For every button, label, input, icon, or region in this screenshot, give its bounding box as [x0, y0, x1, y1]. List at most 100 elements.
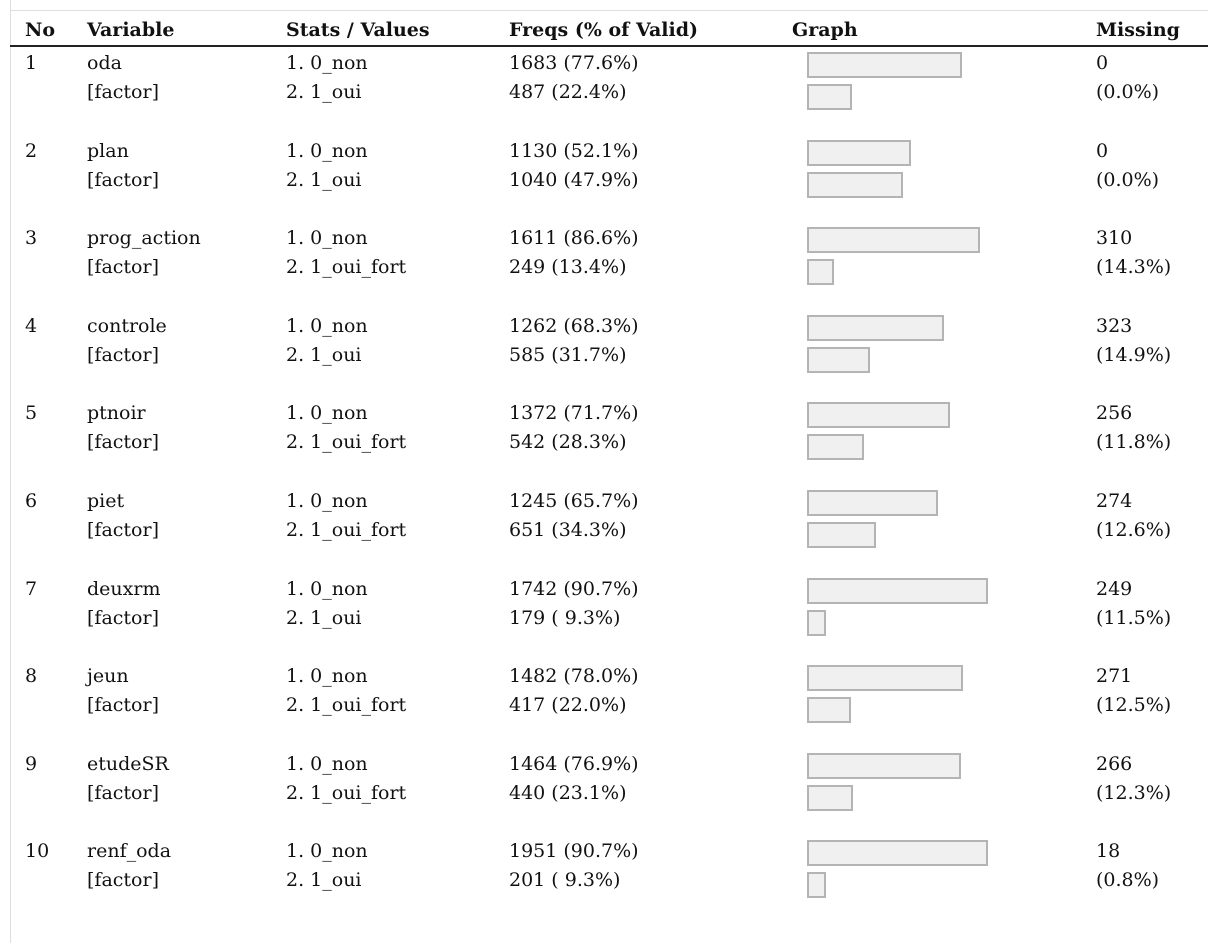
value-label: 1. 0_non	[286, 840, 368, 863]
freq-bar-graph	[807, 662, 997, 732]
table-row: 9 etudeSR [factor] 1. 0_non 2. 1_oui_fort 146…	[0, 750, 1208, 838]
missing-percent: (12.5%)	[1096, 694, 1172, 717]
freq-bar	[807, 84, 852, 110]
value-label: 2. 1_oui	[286, 606, 362, 629]
missing-cell: 274 (12.6%)	[1096, 487, 1171, 545]
table-row: 3 prog_action [factor] 1. 0_non 2. 1_oui_for…	[0, 224, 1208, 312]
table-row: 1 oda [factor] 1. 0_non 2. 1_oui 1683 (77.6%)…	[0, 49, 1208, 137]
row-number: 6	[25, 490, 38, 512]
row-number: 4	[25, 314, 38, 337]
missing-cell: 18 (0.8%)	[1096, 837, 1159, 895]
variable-type: [factor]	[87, 694, 159, 717]
freq-value: 1951 (90.7%)	[509, 840, 639, 863]
missing-cell: 323 (14.9%)	[1096, 312, 1171, 370]
value-label: 2. 1_oui	[286, 81, 362, 103]
table-row: 6 piet [factor] 1. 0_non 2. 1_oui_fort 1245 (…	[0, 487, 1208, 575]
variable-type: [factor]	[87, 606, 159, 629]
table-top-border	[10, 10, 1208, 11]
freqs-cell: 1951 (90.7%) 201 ( 9.3%)	[509, 837, 639, 895]
variable-name: jeun	[87, 665, 129, 688]
freq-bar	[807, 402, 950, 429]
value-label: 1. 0_non	[286, 52, 368, 74]
stats-values-cell: 1. 0_non 2. 1_oui	[286, 575, 368, 633]
freq-value: 1683 (77.6%)	[509, 52, 639, 74]
table-row: 2 plan [factor] 1. 0_non 2. 1_oui 1130 (52.1%…	[0, 137, 1208, 225]
freq-bar-graph	[807, 575, 997, 645]
freq-value: 179 ( 9.3%)	[509, 606, 621, 629]
missing-cell: 256 (11.8%)	[1096, 399, 1171, 457]
freq-value: 1040 (47.9%)	[509, 168, 639, 191]
freq-value: 249 (13.4%)	[509, 256, 627, 279]
freq-bar-graph	[807, 49, 997, 119]
freq-value: 542 (28.3%)	[509, 431, 627, 454]
freq-bar	[807, 872, 826, 899]
value-label: 2. 1_oui	[286, 343, 362, 366]
value-label: 1. 0_non	[286, 139, 368, 162]
stats-values-cell: 1. 0_non 2. 1_oui	[286, 49, 368, 107]
row-number: 10	[25, 840, 50, 863]
variable-type: [factor]	[87, 256, 159, 279]
stats-values-cell: 1. 0_non 2. 1_oui_fort	[286, 399, 406, 457]
missing-count: 271	[1096, 665, 1133, 688]
missing-percent: (14.9%)	[1096, 343, 1172, 366]
header-rule	[10, 45, 1208, 47]
freq-bar-graph	[807, 137, 997, 207]
value-label: 2. 1_oui_fort	[286, 431, 407, 454]
freqs-cell: 1683 (77.6%) 487 (22.4%)	[509, 49, 639, 107]
missing-cell: 0 (0.0%)	[1096, 49, 1159, 107]
variable-name: etudeSR	[87, 752, 169, 775]
freq-bar	[807, 314, 944, 341]
missing-count: 0	[1096, 139, 1109, 162]
variable-type: [factor]	[87, 781, 159, 804]
value-label: 1. 0_non	[286, 227, 368, 250]
variable-type: [factor]	[87, 431, 159, 454]
header-no: No	[25, 19, 56, 41]
freqs-cell: 1262 (68.3%) 585 (31.7%)	[509, 312, 639, 370]
missing-count: 249	[1096, 577, 1133, 600]
freq-value: 585 (31.7%)	[509, 343, 627, 366]
value-label: 2. 1_oui_fort	[286, 256, 407, 279]
variable-cell: jeun [factor]	[87, 662, 159, 720]
freq-value: 1130 (52.1%)	[509, 139, 639, 162]
missing-cell: 271 (12.5%)	[1096, 662, 1171, 720]
freq-value: 1464 (76.9%)	[509, 752, 639, 775]
header-graph: Graph	[792, 19, 858, 41]
variable-name: ptnoir	[87, 402, 146, 425]
freq-bar	[807, 227, 980, 254]
missing-count: 323	[1096, 314, 1133, 337]
freq-bar	[807, 697, 851, 724]
stats-values-cell: 1. 0_non 2. 1_oui	[286, 137, 368, 195]
freq-value: 1611 (86.6%)	[509, 227, 639, 250]
stats-values-cell: 1. 0_non 2. 1_oui	[286, 837, 368, 895]
freq-bar-graph	[807, 750, 997, 820]
freq-bar-graph	[807, 487, 997, 557]
summary-table-frame	[10, 0, 1208, 943]
missing-percent: (12.3%)	[1096, 781, 1172, 804]
header-stats-values: Stats / Values	[286, 19, 430, 41]
missing-count: 0	[1096, 52, 1109, 74]
freq-bar	[807, 840, 988, 867]
variable-name: piet	[87, 490, 125, 512]
freq-bar	[807, 52, 962, 78]
table-row: 5 ptnoir [factor] 1. 0_non 2. 1_oui_fort 1372…	[0, 399, 1208, 487]
freq-value: 1482 (78.0%)	[509, 665, 639, 688]
freqs-cell: 1482 (78.0%) 417 (22.0%)	[509, 662, 639, 720]
freqs-cell: 1245 (65.7%) 651 (34.3%)	[509, 487, 639, 545]
freq-bar	[807, 490, 938, 516]
freq-bar	[807, 609, 826, 636]
freqs-cell: 1742 (90.7%) 179 ( 9.3%)	[509, 575, 639, 633]
table-row: 4 controle [factor] 1. 0_non 2. 1_oui 1262 (6…	[0, 312, 1208, 400]
value-label: 1. 0_non	[286, 577, 368, 600]
missing-percent: (0.8%)	[1096, 869, 1160, 892]
freq-bar	[807, 577, 988, 604]
value-label: 1. 0_non	[286, 752, 368, 775]
freq-value: 1742 (90.7%)	[509, 577, 639, 600]
freqs-cell: 1130 (52.1%) 1040 (47.9%)	[509, 137, 639, 195]
variable-cell: plan [factor]	[87, 137, 159, 195]
missing-percent: (11.5%)	[1096, 606, 1172, 629]
value-label: 1. 0_non	[286, 490, 368, 512]
header-freqs: Freqs (% of Valid)	[509, 19, 698, 41]
variable-cell: piet [factor]	[87, 487, 159, 545]
missing-cell: 310 (14.3%)	[1096, 224, 1171, 282]
variable-cell: renf_oda [factor]	[87, 837, 171, 895]
